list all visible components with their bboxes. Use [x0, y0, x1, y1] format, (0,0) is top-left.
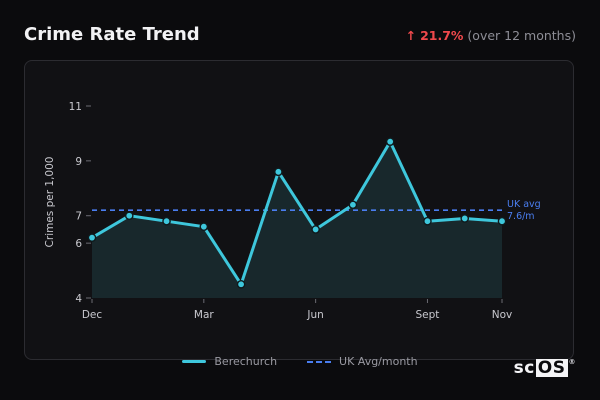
- data-point: [385, 137, 395, 146]
- y-tick-label: 4: [75, 293, 82, 305]
- x-tick-label: Mar: [194, 309, 214, 321]
- logo-registered-mark: ®: [568, 358, 576, 366]
- chart-legend: Berechurch UK Avg/month: [0, 355, 600, 368]
- legend-item-series[interactable]: Berechurch: [182, 355, 277, 368]
- data-point: [423, 216, 432, 226]
- chart-panel: 4 6 7 9 11 Dec Mar Jun Sept Nov Crimes per 1,000 UK…: [24, 60, 574, 360]
- up-arrow-icon: ↑: [405, 28, 417, 43]
- scos-logo: sc OS ®: [514, 358, 576, 378]
- change-note: (over 12 months): [467, 28, 576, 43]
- y-tick-label: 11: [69, 101, 82, 113]
- line-chart: 4 6 7 9 11 Dec Mar Jun Sept Nov Crimes per 1,000 UK…: [44, 101, 541, 321]
- logo-boxed-text: OS: [535, 358, 568, 378]
- legend-swatch-reference: [307, 360, 332, 363]
- x-tick-label: Nov: [492, 309, 513, 321]
- y-tick-label: 7: [75, 211, 82, 223]
- data-point: [311, 225, 320, 234]
- data-point: [460, 214, 470, 223]
- legend-label-series: Berechurch: [214, 355, 278, 368]
- change-percent: 21.7%: [420, 28, 464, 43]
- data-point: [162, 216, 171, 226]
- y-axis-label: Crimes per 1,000: [44, 157, 56, 248]
- change-indicator: ↑ 21.7% (over 12 months): [406, 28, 576, 43]
- data-point: [497, 216, 507, 226]
- x-tick-label: Jun: [306, 309, 323, 321]
- data-point: [274, 167, 283, 177]
- x-tick-label: Dec: [82, 309, 103, 321]
- data-point: [124, 211, 134, 221]
- logo-text: sc: [513, 358, 535, 378]
- series-area-fill: [92, 141, 502, 298]
- data-point: [236, 279, 246, 289]
- data-point: [199, 222, 209, 231]
- data-point: [348, 200, 358, 210]
- reference-label-line2: 7.6/m: [507, 211, 535, 222]
- reference-label-line1: UK avg: [507, 199, 541, 210]
- data-point: [87, 233, 97, 242]
- x-tick-label: Sept: [415, 309, 439, 321]
- series-line: [90, 140, 504, 286]
- chart-title: Crime Rate Trend: [24, 24, 200, 45]
- legend-item-reference[interactable]: UK Avg/month: [307, 355, 418, 368]
- legend-label-reference: UK Avg/month: [339, 355, 418, 368]
- y-tick-label: 6: [75, 238, 82, 250]
- legend-swatch-series: [182, 360, 207, 363]
- y-tick-label: 9: [75, 156, 82, 168]
